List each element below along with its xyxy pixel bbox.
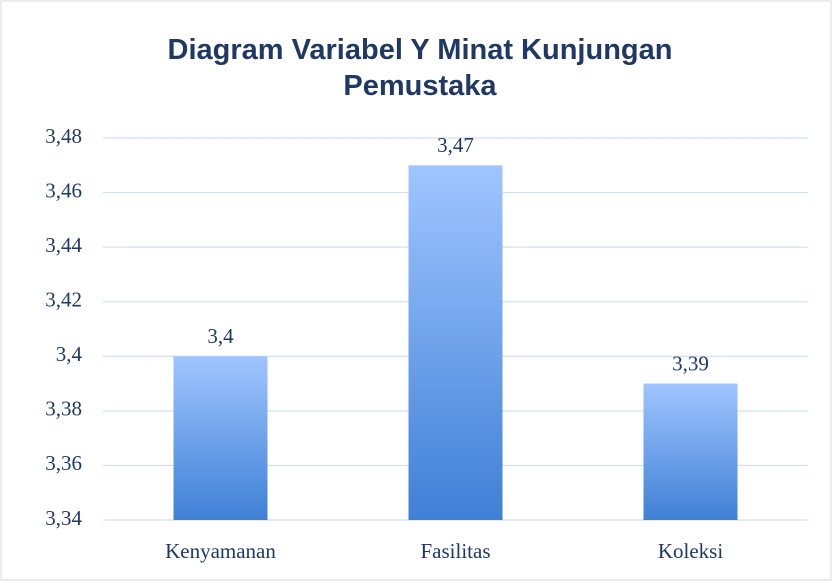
y-tick-label: 3,4 bbox=[56, 342, 83, 366]
y-tick-label: 3,34 bbox=[45, 506, 82, 530]
y-tick-label: 3,36 bbox=[45, 451, 82, 475]
y-tick-label: 3,42 bbox=[45, 288, 82, 312]
y-tick-label: 3,38 bbox=[45, 397, 82, 421]
bar bbox=[643, 383, 738, 520]
chart-title: Diagram Variabel Y Minat Kunjungan Pemus… bbox=[167, 34, 673, 102]
value-label: 3,39 bbox=[672, 351, 709, 375]
y-tick-label: 3,48 bbox=[45, 124, 82, 148]
bar bbox=[173, 356, 268, 520]
y-tick-label: 3,44 bbox=[45, 233, 82, 257]
x-tick-label: Koleksi bbox=[658, 539, 723, 563]
y-tick-label: 3,46 bbox=[45, 178, 82, 202]
bar bbox=[408, 165, 503, 521]
x-tick-label: Kenyamanan bbox=[165, 539, 276, 563]
value-label: 3,47 bbox=[437, 133, 474, 157]
x-tick-label: Fasilitas bbox=[420, 539, 490, 563]
value-label: 3,4 bbox=[207, 324, 234, 348]
